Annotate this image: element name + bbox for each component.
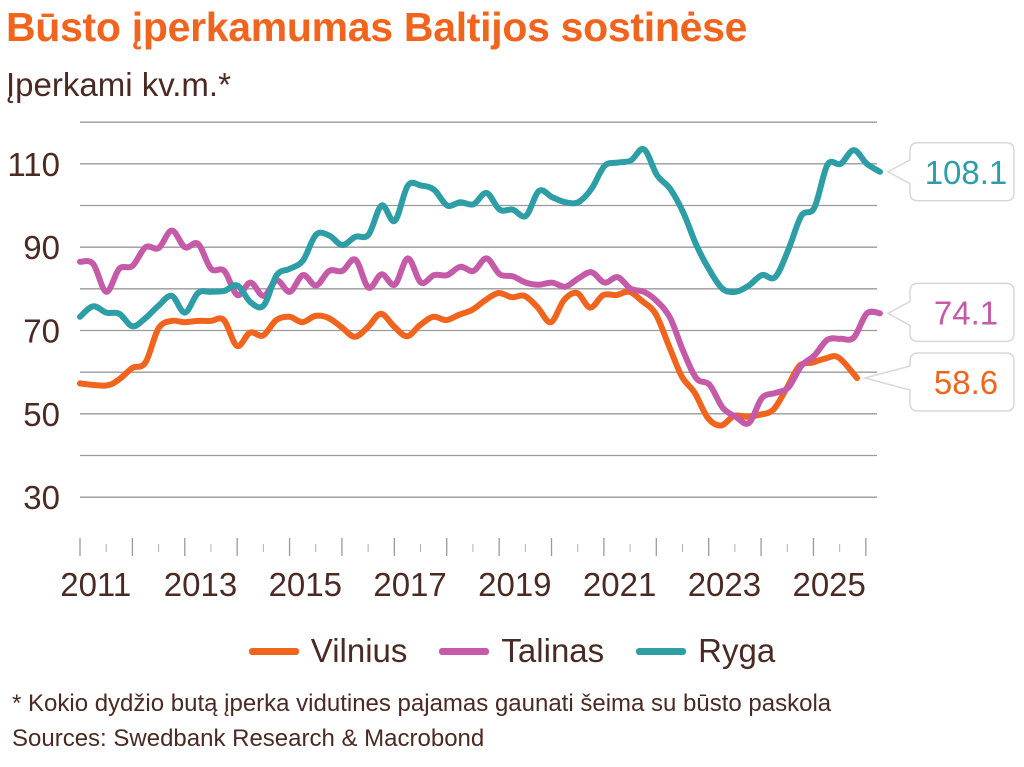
end-label-box-vilnius xyxy=(862,352,1015,412)
end-label-box-ryga xyxy=(886,142,1015,202)
y-tick-label: 110 xyxy=(7,146,60,183)
legend-swatch-ryga xyxy=(636,647,687,655)
legend-item-ryga: Ryga xyxy=(636,632,775,670)
y-tick-label: 90 xyxy=(23,229,60,266)
series-line-vilnius xyxy=(77,288,860,429)
legend-item-talinas: Talinas xyxy=(439,632,604,670)
x-tick-label: 2019 xyxy=(478,566,551,603)
y-tick-label: 70 xyxy=(23,313,60,350)
chart-subtitle: Įperkami kv.m.* xyxy=(6,66,231,103)
legend-swatch-vilnius xyxy=(248,647,299,655)
x-tick-label: 2021 xyxy=(583,566,656,603)
source-note: Sources: Swedbank Research & Macrobond xyxy=(12,725,485,752)
legend-label-talinas: Talinas xyxy=(501,632,605,669)
legend-swatch-talinas xyxy=(439,647,490,655)
legend-item-vilnius: Vilnius xyxy=(248,632,408,670)
x-tick-label: 2017 xyxy=(373,566,446,603)
legend-label-ryga: Ryga xyxy=(698,632,776,669)
end-label-ryga: 108.1 xyxy=(925,154,1008,191)
x-tick-label: 2025 xyxy=(792,566,865,603)
legend-label-vilnius: Vilnius xyxy=(310,632,408,669)
end-label-talinas: 74.1 xyxy=(934,294,998,331)
y-tick-label: 50 xyxy=(23,396,60,433)
series-line-ryga xyxy=(77,146,883,330)
y-tick-label: 30 xyxy=(23,479,60,516)
chart-title: Būsto įperkamumas Baltijos sostinėse xyxy=(6,4,748,50)
x-tick-label: 2013 xyxy=(164,566,237,603)
series-line-talinas xyxy=(77,227,883,427)
line-chart: 30 50 70 90 110 2011 2013 2015 2017 2019 2021 2023 2… xyxy=(7,121,1015,603)
footnote: * Kokio dydžio butą įperka vidutines paj… xyxy=(12,690,832,717)
end-label-box-talinas xyxy=(886,282,1015,343)
end-label-vilnius: 58.6 xyxy=(934,364,998,401)
x-tick-label: 2023 xyxy=(688,566,761,603)
legend: Vilnius Talinas Ryga xyxy=(0,632,1024,670)
x-tick-label: 2015 xyxy=(269,566,342,603)
x-tick-label: 2011 xyxy=(60,566,131,603)
